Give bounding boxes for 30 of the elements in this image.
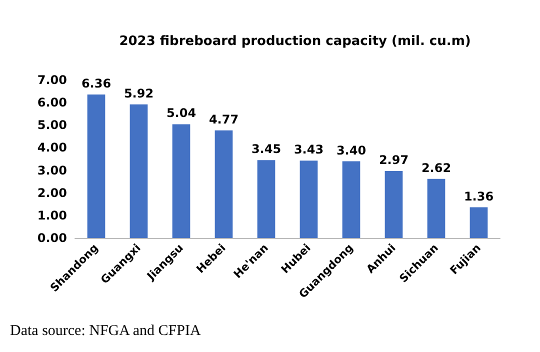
bar [257,160,276,238]
data-label: 3.43 [294,142,324,157]
y-tick-label: 3.00 [37,163,67,178]
y-tick-label: 6.00 [37,96,67,110]
data-label: 2.62 [421,160,452,175]
data-label: 5.04 [166,106,196,120]
y-tick-label: 4.00 [37,140,67,155]
bar [342,161,360,238]
y-tick-label: 5.00 [37,118,67,132]
data-label: 1.36 [464,189,494,204]
bar [384,170,403,238]
data-label: 6.36 [81,76,112,90]
data-label: 2.97 [378,152,409,167]
source-note: Data source: NFGA and CFPIA [10,322,202,341]
chart-title: 2023 fibreboard production capacity (mil. cu.m) [119,34,471,49]
y-tick-label: 1.00 [37,208,67,222]
y-tick-label: 0.00 [37,231,67,245]
y-tick-label: 2.00 [37,186,67,200]
data-label: 3.40 [336,143,366,158]
data-label: 4.77 [208,112,239,126]
bar [300,160,318,238]
bar [214,130,233,238]
bar [470,207,488,238]
bar [172,124,190,238]
data-label: 5.92 [124,86,154,100]
data-label: 3.45 [251,142,282,156]
y-tick-label: 7.00 [37,73,67,87]
bar [130,104,148,238]
bar [427,178,446,238]
bar [87,94,106,238]
